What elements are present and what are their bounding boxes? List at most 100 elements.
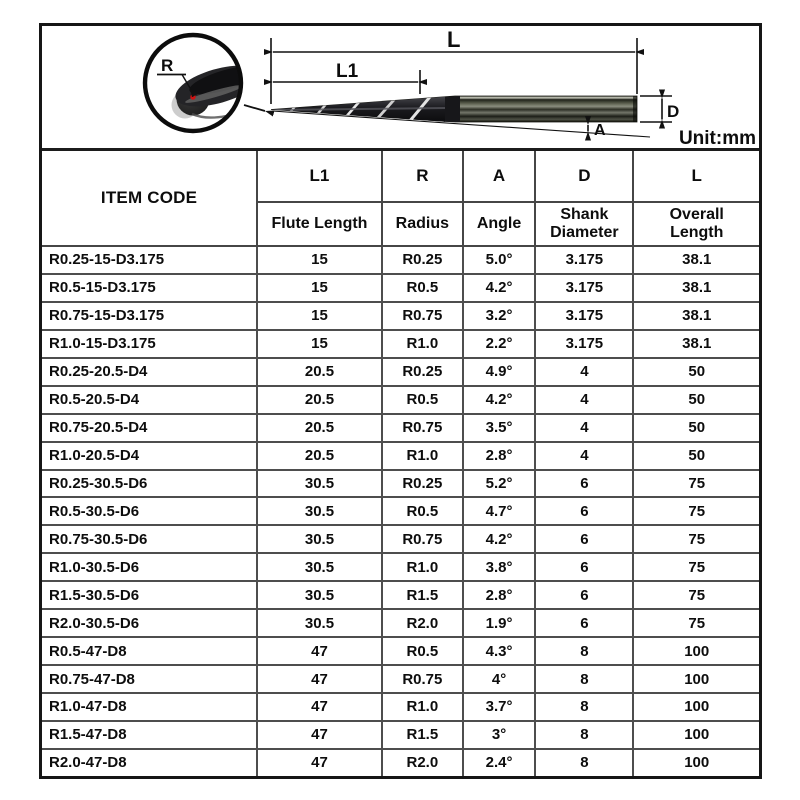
item-code-cell: R0.25-15-D3.175 xyxy=(42,245,259,275)
angle-cell: 4.3° xyxy=(461,636,537,667)
item-code-cell: R1.5-47-D8 xyxy=(42,719,259,750)
flute-length-cell: 15 xyxy=(256,245,383,275)
end-mill-drawing: R xyxy=(142,27,756,148)
shank-diameter-cell: 8 xyxy=(534,719,635,750)
table-row: R0.25-30.5-D6 30.5 R0.25 5.2° 6 75 xyxy=(42,468,759,499)
overall-length-cell: 100 xyxy=(632,747,759,776)
table-row: R0.75-15-D3.175 15 R0.75 3.2° 3.175 38.1 xyxy=(42,300,759,331)
overall-length-cell: 75 xyxy=(632,524,759,555)
overall-length-cell: 50 xyxy=(632,440,759,471)
radius-cell: R2.0 xyxy=(380,608,464,639)
flute-length-cell: 47 xyxy=(256,719,383,750)
label-L: L xyxy=(447,27,460,52)
angle-cell: 4.2° xyxy=(461,384,537,415)
magnifier-circle xyxy=(142,32,244,134)
header-name-row: Flute Length Radius Angle Shank Diameter… xyxy=(42,201,759,247)
shank-diameter-cell: 8 xyxy=(534,692,635,722)
shank-diameter-cell: 3.175 xyxy=(534,272,635,303)
table-row: R0.5-20.5-D4 20.5 R0.5 4.2° 4 50 xyxy=(42,384,759,415)
flute-length-cell: 20.5 xyxy=(256,356,383,387)
radius-cell: R0.25 xyxy=(380,245,464,275)
radius-cell: R1.0 xyxy=(380,552,464,583)
table-row: R0.5-30.5-D6 30.5 R0.5 4.7° 6 75 xyxy=(42,496,759,527)
unit-note: Unit:mm xyxy=(679,128,756,148)
tool-dimension-diagram: R xyxy=(42,26,759,151)
label-A: A xyxy=(594,122,606,139)
overall-length-cell: 75 xyxy=(632,496,759,527)
col-header-d: D xyxy=(534,151,635,203)
item-code-cell: R1.0-20.5-D4 xyxy=(42,440,259,471)
overall-length-cell: 75 xyxy=(632,580,759,611)
radius-cell: R0.75 xyxy=(380,524,464,555)
table-row: R2.0-47-D8 47 R2.0 2.4° 8 100 xyxy=(42,747,759,776)
radius-cell: R2.0 xyxy=(380,747,464,776)
col-name-shank-diameter: Shank Diameter xyxy=(534,201,635,247)
flute-length-cell: 30.5 xyxy=(256,468,383,499)
overall-length-cell: 50 xyxy=(632,384,759,415)
spec-table: ITEM CODE L1 R A D L Flute Length Radius… xyxy=(42,151,759,776)
table-row: R1.0-15-D3.175 15 R1.0 2.2° 3.175 38.1 xyxy=(42,328,759,359)
shank-diameter-cell: 4 xyxy=(534,412,635,443)
angle-cell: 5.2° xyxy=(461,468,537,499)
flute-length-cell: 20.5 xyxy=(256,384,383,415)
angle-cell: 4.2° xyxy=(461,524,537,555)
flute-length-cell: 20.5 xyxy=(256,440,383,471)
angle-cell: 2.8° xyxy=(461,580,537,611)
item-code-cell: R0.75-15-D3.175 xyxy=(42,300,259,331)
table-row: R1.5-30.5-D6 30.5 R1.5 2.8° 6 75 xyxy=(42,580,759,611)
radius-center-dot xyxy=(190,94,196,100)
flute-length-cell: 30.5 xyxy=(256,524,383,555)
tool-profile xyxy=(270,95,638,123)
shank-diameter-cell: 3.175 xyxy=(534,245,635,275)
angle-cell: 2.2° xyxy=(461,328,537,359)
item-code-cell: R0.5-47-D8 xyxy=(42,636,259,667)
flute-length-cell: 47 xyxy=(256,747,383,776)
table-row: R1.0-20.5-D4 20.5 R1.0 2.8° 4 50 xyxy=(42,440,759,471)
overall-length-cell: 38.1 xyxy=(632,245,759,275)
item-code-header: ITEM CODE xyxy=(42,151,259,247)
table-row: R1.5-47-D8 47 R1.5 3° 8 100 xyxy=(42,719,759,750)
angle-cell: 2.4° xyxy=(461,747,537,776)
item-code-cell: R0.25-20.5-D4 xyxy=(42,356,259,387)
item-code-cell: R0.75-47-D8 xyxy=(42,664,259,694)
inset-pointer-arrow xyxy=(243,104,275,117)
col-header-r: R xyxy=(380,151,464,203)
shank-diameter-cell: 6 xyxy=(534,552,635,583)
flute-spirals xyxy=(271,96,445,122)
dimension-lines xyxy=(263,38,672,141)
flute-length-cell: 30.5 xyxy=(256,608,383,639)
overall-length-cell: 75 xyxy=(632,552,759,583)
item-code-cell: R1.5-30.5-D6 xyxy=(42,580,259,611)
item-code-cell: R1.0-30.5-D6 xyxy=(42,552,259,583)
shank-diameter-cell: 6 xyxy=(534,580,635,611)
col-header-l1: L1 xyxy=(256,151,383,203)
flute-length-cell: 30.5 xyxy=(256,580,383,611)
shank-diameter-cell: 6 xyxy=(534,496,635,527)
flute-length-cell: 47 xyxy=(256,636,383,667)
angle-cell: 1.9° xyxy=(461,608,537,639)
table-row: R0.25-15-D3.175 15 R0.25 5.0° 3.175 38.1 xyxy=(42,245,759,275)
overall-length-cell: 38.1 xyxy=(632,272,759,303)
label-L1: L1 xyxy=(336,61,359,82)
col-name-flute-length: Flute Length xyxy=(257,201,383,247)
col-name-overall-length: Overall Length xyxy=(632,201,759,247)
shank-diameter-cell: 8 xyxy=(534,664,635,694)
radius-cell: R0.25 xyxy=(380,356,464,387)
item-code-cell: R0.5-15-D3.175 xyxy=(42,272,259,303)
overall-length-cell: 100 xyxy=(632,692,759,722)
ball-nose-closeup-inset: R xyxy=(142,32,275,134)
table-row: R1.0-47-D8 47 R1.0 3.7° 8 100 xyxy=(42,692,759,722)
overall-length-cell: 50 xyxy=(632,356,759,387)
dimension-labels: L L1 D A Unit:mm xyxy=(336,27,756,148)
table-row: R0.75-30.5-D6 30.5 R0.75 4.2° 6 75 xyxy=(42,524,759,555)
item-code-cell: R2.0-30.5-D6 xyxy=(42,608,259,639)
item-code-cell: R0.25-30.5-D6 xyxy=(42,468,259,499)
angle-cell: 4.2° xyxy=(461,272,537,303)
flute-length-cell: 47 xyxy=(256,664,383,694)
angle-cell: 4.9° xyxy=(461,356,537,387)
table-row: R1.0-30.5-D6 30.5 R1.0 3.8° 6 75 xyxy=(42,552,759,583)
item-code-cell: R2.0-47-D8 xyxy=(42,747,259,776)
overall-length-cell: 50 xyxy=(632,412,759,443)
radius-cell: R1.0 xyxy=(380,440,464,471)
